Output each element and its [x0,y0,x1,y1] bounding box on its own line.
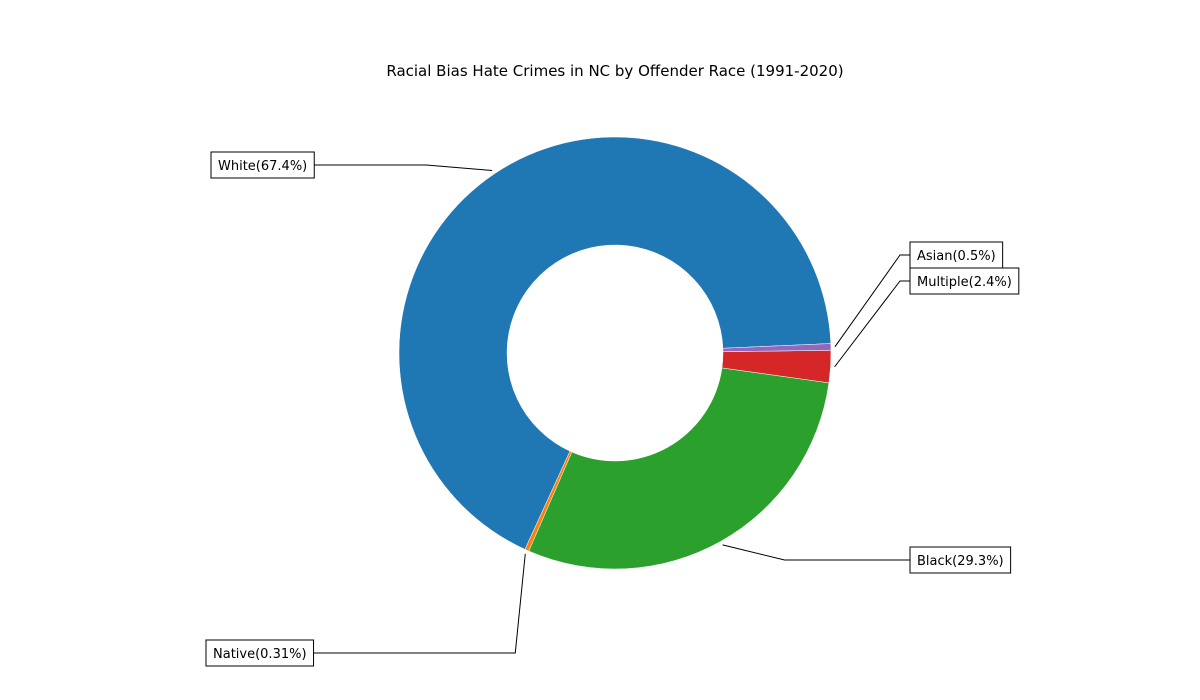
leader-native [313,553,526,654]
slice-asian [722,343,832,352]
label-black: Black(29.3%) [917,554,1004,569]
label-white: White(67.4%) [218,159,307,174]
slice-white [398,136,832,550]
leader-asian [834,254,910,348]
label-box-black [909,546,1012,574]
leader-white [314,164,493,171]
chart-title: Racial Bias Hate Crimes in NC by Offende… [386,62,843,80]
label-leaders [313,164,910,654]
slice-black [528,367,830,570]
label-box-asian [909,241,1004,269]
label-box-white [210,151,315,179]
label-asian: Asian(0.5%) [917,249,996,264]
label-native: Native(0.31%) [213,647,307,662]
donut-slices [398,136,832,570]
slice-labels: White(67.4%) Native(0.31%) Black(29.3%) Mul… [205,151,1020,667]
label-box-native [205,639,315,667]
leader-multiple [834,280,910,368]
leader-black [722,544,910,561]
label-multiple: Multiple(2.4%) [917,275,1012,290]
label-box-multiple [909,267,1020,295]
